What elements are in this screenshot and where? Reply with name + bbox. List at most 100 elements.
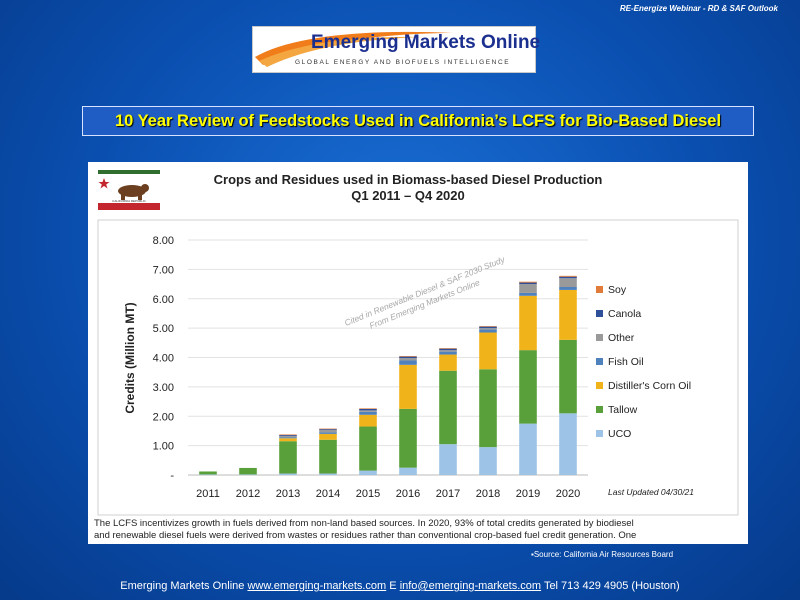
bar-segment-uco — [479, 447, 497, 475]
footer-company: Emerging Markets Online — [120, 580, 245, 592]
x-axis-ticks: 2011 2012 2013 2014 2015 2016 2017 2018 2019 2020 — [196, 488, 580, 500]
stacked-bar-chart: -1.002.003.004.005.006.007.008.00 2011 20… — [97, 219, 739, 516]
bar-segment-tallow — [359, 426, 377, 471]
legend-swatch — [596, 358, 603, 365]
bar-segment-uco — [399, 467, 417, 475]
bar-segment-other — [359, 410, 377, 412]
bar-segment-other — [559, 278, 577, 287]
bar-segment-uco — [319, 473, 337, 475]
legend-swatch — [596, 430, 603, 437]
bar-segment-other — [279, 435, 297, 438]
bar-segment-distiller-s-corn-oil — [279, 438, 297, 442]
bar-segment-tallow — [479, 369, 497, 448]
website-link[interactable]: www.emerging-markets.com — [247, 580, 387, 592]
bar-segment-other — [439, 350, 457, 352]
legend-label: Soy — [608, 284, 627, 296]
bar-segment-other — [519, 284, 537, 293]
legend-label: Other — [608, 332, 635, 344]
bar-segment-tallow — [399, 408, 417, 468]
legend-swatch — [596, 382, 603, 389]
bar-segment-fish-oil — [399, 360, 417, 365]
bar-segment-soy — [439, 348, 457, 349]
bar-segment-soy — [519, 281, 537, 283]
y-axis-ticks: - 1.00 2.00 3.00 4.00 5.00 6.00 7.00 8.00 — [153, 235, 175, 482]
slide-title-text: 10 Year Review of Feedstocks Used in Cal… — [114, 111, 722, 130]
y-tick-label: 8.00 — [153, 235, 174, 247]
logo-title: Emerging Markets Online — [311, 32, 541, 53]
bar-segment-fish-oil — [559, 287, 577, 290]
bar-segment-soy — [359, 408, 377, 409]
california-flag-icon: CALIFORNIA REPUBLIC — [98, 170, 160, 210]
bar-segment-soy — [559, 275, 577, 277]
legend-label: Fish Oil — [608, 356, 644, 368]
bar-segment-other — [399, 358, 417, 361]
legend-swatch — [596, 406, 603, 413]
chart-border — [97, 219, 739, 516]
bar-segment-distiller-s-corn-oil — [399, 364, 417, 409]
bar-segment-canola — [399, 356, 417, 359]
logo-swoosh-graphic — [255, 31, 453, 67]
bar-segment-uco — [239, 474, 257, 475]
bar-segment-distiller-s-corn-oil — [559, 289, 577, 340]
bar-segment-canola — [279, 435, 297, 436]
bar-segment-tallow — [199, 471, 217, 475]
y-tick-label: 2.00 — [153, 411, 174, 423]
legend-label: Canola — [608, 308, 641, 320]
bar-segment-uco — [359, 470, 377, 475]
y-tick-label: 4.00 — [153, 353, 174, 365]
webinar-header-note: RE-Energize Webinar - RD & SAF Outlook — [619, 4, 778, 13]
chart-title: Crops and Residues used in Biomass-based… — [213, 172, 603, 187]
bar-segment-uco — [559, 413, 577, 475]
bar-segment-distiller-s-corn-oil — [319, 433, 337, 440]
flag-text: CALIFORNIA REPUBLIC — [112, 199, 147, 203]
bar-segment-fish-oil — [359, 411, 377, 415]
y-tick-label: 7.00 — [153, 264, 174, 276]
bar-segment-tallow — [279, 441, 297, 474]
bar-segment-distiller-s-corn-oil — [479, 332, 497, 370]
bar-segment-canola — [559, 276, 577, 279]
x-tick-label: 2018 — [476, 488, 500, 500]
bar-segment-tallow — [319, 439, 337, 474]
footer: Emerging Markets Online www.emerging-mar… — [0, 580, 800, 592]
chart-caption: The LCFS incentivizes growth in fuels de… — [94, 518, 742, 542]
legend-swatch — [596, 286, 603, 293]
bar-segment-fish-oil — [479, 329, 497, 333]
x-tick-label: 2016 — [396, 488, 420, 500]
x-tick-label: 2013 — [276, 488, 300, 500]
legend-swatch — [596, 334, 603, 341]
footer-email-label: E — [389, 580, 397, 592]
bar-segment-distiller-s-corn-oil — [519, 295, 537, 351]
legend-label: UCO — [608, 428, 631, 440]
email-link[interactable]: info@emerging-markets.com — [399, 580, 542, 592]
y-axis-label: Credits (Million MT) — [123, 302, 137, 413]
chart-panel: CALIFORNIA REPUBLIC Crops and Residues u… — [88, 162, 748, 544]
bar-segment-fish-oil — [519, 292, 537, 296]
bar-segment-fish-oil — [319, 432, 337, 434]
y-tick-label: - — [170, 470, 174, 482]
footer-phone: Tel 713 429 4905 (Houston) — [543, 580, 680, 592]
bar-segment-soy — [399, 356, 417, 357]
bar-segment-canola — [519, 282, 537, 285]
x-tick-label: 2015 — [356, 488, 380, 500]
y-tick-label: 6.00 — [153, 294, 174, 306]
bars-group — [199, 275, 577, 475]
company-logo: Emerging Markets Online GLOBAL ENERGY AN… — [252, 26, 540, 73]
y-tick-label: 5.00 — [153, 323, 174, 335]
y-tick-label: 3.00 — [153, 382, 174, 394]
last-updated-note: Last Updated 04/30/21 — [608, 487, 694, 497]
x-tick-label: 2014 — [316, 488, 340, 500]
bar-segment-other — [479, 328, 497, 330]
x-tick-label: 2012 — [236, 488, 260, 500]
bar-segment-canola — [359, 408, 377, 411]
x-tick-label: 2017 — [436, 488, 460, 500]
bar-segment-tallow — [519, 350, 537, 424]
bar-segment-uco — [519, 423, 537, 475]
bar-segment-other — [319, 430, 337, 433]
legend-swatch — [596, 310, 603, 317]
y-tick-label: 1.00 — [153, 441, 174, 453]
bar-segment-uco — [199, 474, 217, 475]
legend: Soy Canola Other Fish Oil Distiller's Corn O… — [596, 284, 691, 440]
x-tick-label: 2019 — [516, 488, 540, 500]
slide-title: 10 Year Review of Feedstocks Used in Cal… — [82, 106, 754, 136]
bar-segment-canola — [479, 326, 497, 329]
